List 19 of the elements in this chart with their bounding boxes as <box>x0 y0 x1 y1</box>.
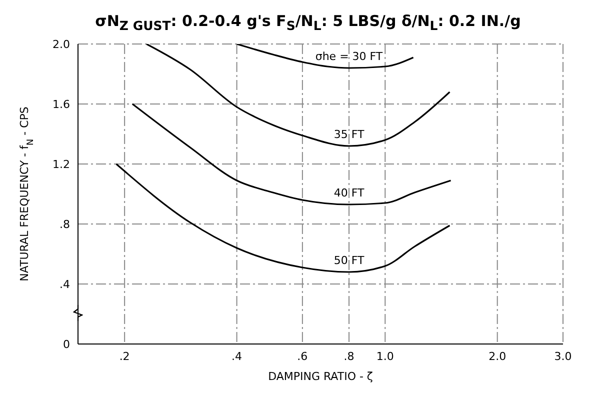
series-label: 40 FT <box>334 186 364 200</box>
x-axis-title: DAMPING RATIO - ζ <box>268 370 373 383</box>
x-tick-label: .6 <box>297 350 308 363</box>
y-tick-label: 0 <box>63 338 70 351</box>
series-label: σhe = 30 FT <box>315 50 383 63</box>
chart-title: σN$_{Z GUST}$: 0.2-0.4 g's F$_{S}$/N$_{L}$: 5 LBS/g δ/N$_{L}$: 0.2 IN./g <box>95 12 521 33</box>
x-tick-label: 3.0 <box>554 350 572 363</box>
y-tick-label: 1.6 <box>52 98 70 111</box>
y-tick-label: 1.2 <box>52 158 70 171</box>
series-label: 35 FT <box>334 128 364 141</box>
x-tick-label: .8 <box>344 350 354 363</box>
x-tick-label: 1.0 <box>376 350 394 363</box>
y-tick-label: .4 <box>60 278 70 291</box>
x-tick-label: .2 <box>119 350 130 363</box>
x-tick-label: 2.0 <box>488 350 506 363</box>
y-tick-label: .8 <box>60 218 70 231</box>
y-tick-label: 2.0 <box>52 38 70 51</box>
series-label: 50 FT <box>334 254 364 267</box>
x-tick-label: .4 <box>232 350 242 363</box>
